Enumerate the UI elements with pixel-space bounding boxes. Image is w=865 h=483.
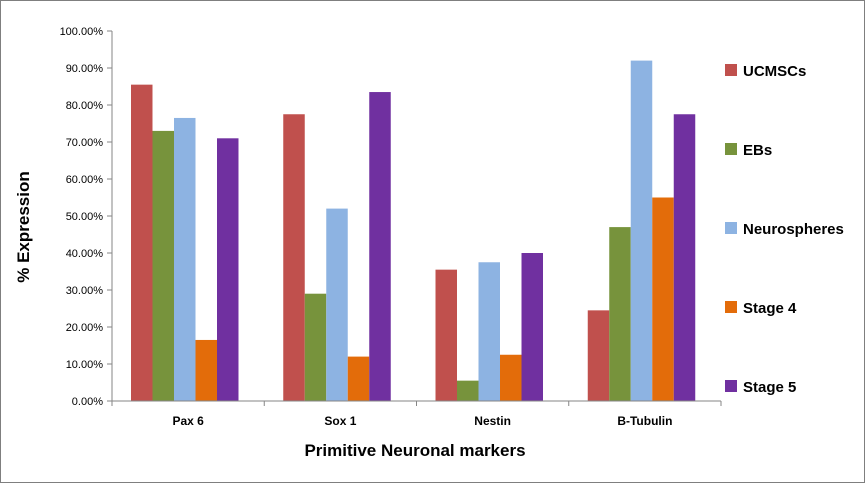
bar	[457, 380, 479, 401]
bar	[478, 262, 500, 401]
bars	[131, 60, 696, 402]
bar	[369, 92, 391, 402]
legend-label: Neurospheres	[743, 221, 844, 238]
y-tick-label: 60.00%	[66, 174, 104, 186]
bar	[152, 130, 174, 401]
bar	[131, 84, 153, 402]
bar	[630, 60, 653, 401]
legend-label: Stage 5	[743, 379, 796, 396]
y-tick-label: 70.00%	[66, 137, 104, 149]
bar	[326, 208, 348, 401]
y-tick-label: 90.00%	[66, 63, 104, 75]
legend-swatch	[725, 64, 737, 76]
legend-swatch	[725, 143, 737, 155]
bar	[521, 253, 543, 401]
y-tick-label: 0.00%	[72, 396, 103, 408]
bar	[500, 354, 522, 401]
bar	[195, 339, 217, 401]
bar	[587, 310, 610, 401]
bar	[347, 356, 370, 401]
y-axis-title: % Expression	[14, 171, 33, 283]
bar	[174, 117, 196, 401]
legend-label: Stage 4	[743, 300, 797, 317]
legend-label: EBs	[743, 142, 772, 159]
y-tick-label: 10.00%	[66, 359, 104, 371]
legend-label: UCMSCs	[743, 63, 806, 80]
legend: UCMSCs EBs Neurospheres Stage 4 Stage 5	[725, 63, 844, 396]
x-tick-label: Pax 6	[172, 414, 204, 428]
legend-swatch	[725, 301, 737, 313]
bar	[652, 197, 674, 401]
bar	[609, 227, 631, 401]
bar	[304, 293, 327, 401]
x-axis-title: Primitive Neuronal markers	[304, 441, 525, 460]
x-tick-label: B-Tubulin	[617, 414, 672, 428]
bar	[217, 138, 239, 402]
axes: 0.00% 10.00% 20.00% 30.00% 40.00% 50.00% 60.00…	[60, 26, 722, 428]
x-tick-label: Sox 1	[324, 414, 356, 428]
y-tick-label: 50.00%	[66, 211, 104, 223]
y-tick-label: 40.00%	[66, 248, 104, 260]
y-tick-label: 20.00%	[66, 322, 104, 334]
bar	[673, 114, 696, 401]
legend-swatch	[725, 222, 737, 234]
y-tick-label: 80.00%	[66, 100, 104, 112]
x-tick-label: Nestin	[474, 414, 511, 428]
bar	[283, 114, 305, 401]
y-tick-label: 30.00%	[66, 285, 104, 297]
bar	[435, 269, 457, 401]
y-tick-label: 100.00%	[60, 26, 104, 38]
legend-swatch	[725, 380, 737, 392]
